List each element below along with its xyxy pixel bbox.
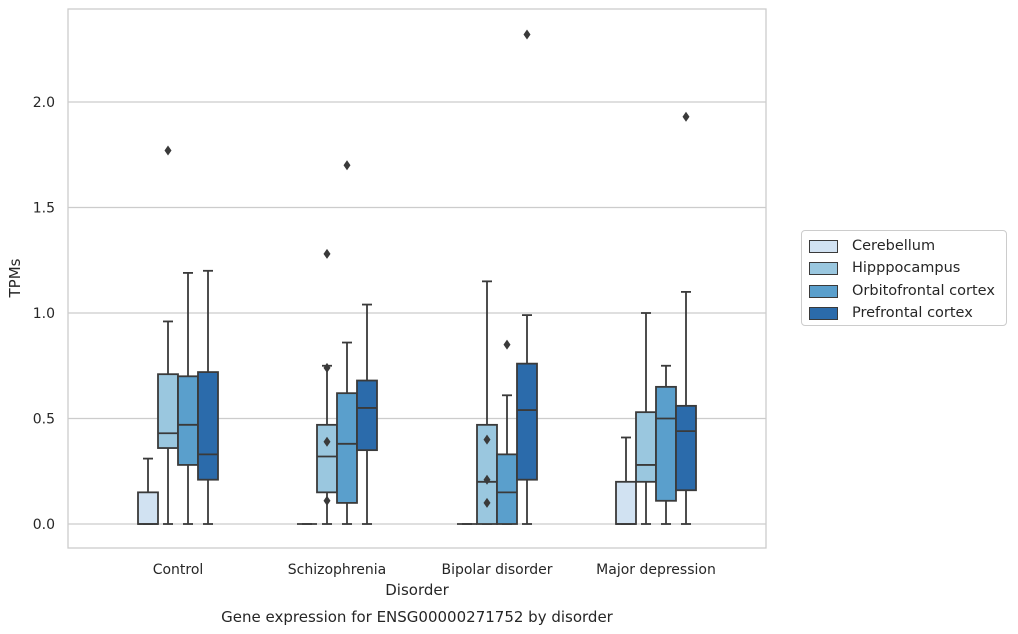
- x-tick-label: Bipolar disorder: [441, 562, 552, 578]
- box-group: [137, 457, 159, 525]
- box-group: [615, 436, 637, 525]
- box-iqr: [197, 371, 219, 481]
- box-group: [356, 303, 378, 525]
- y-tick-label: 0.5: [33, 412, 55, 428]
- box-group: [655, 364, 677, 525]
- x-tick-label: Control: [153, 562, 204, 578]
- box-iqr: [655, 385, 677, 502]
- box-group: [336, 160, 358, 525]
- box-group: [675, 111, 697, 525]
- legend-label: Hipppocampus: [852, 260, 961, 276]
- box-layer: [137, 29, 697, 525]
- outlier-point: [164, 145, 172, 156]
- box-group: [177, 272, 199, 525]
- box-iqr: [157, 373, 179, 449]
- legend-label: Prefrontal cortex: [852, 305, 973, 321]
- box-group: [635, 312, 657, 525]
- box-iqr: [675, 404, 697, 492]
- box-iqr: [316, 423, 338, 494]
- x-axis-label: Disorder: [385, 581, 449, 599]
- box-iqr: [516, 362, 538, 481]
- box-group: [197, 269, 219, 525]
- legend-item-prefrontal-cortex: Prefrontal cortex: [809, 303, 973, 323]
- outlier-point: [323, 436, 331, 447]
- box-iqr: [496, 453, 518, 525]
- box-group: [516, 29, 538, 525]
- outlier-point: [682, 111, 690, 122]
- box-group: [316, 248, 338, 525]
- box-iqr: [635, 411, 657, 483]
- box-group: [476, 280, 498, 525]
- legend-item-orbitofrontal-cortex: Orbitofrontal cortex: [809, 281, 995, 301]
- legend-swatch-cerebellum: [809, 239, 838, 253]
- box-iqr: [137, 491, 159, 525]
- y-axis-label: TPMs: [6, 258, 24, 298]
- x-tick-label: Schizophrenia: [288, 562, 386, 578]
- x-tick-label: Major depression: [596, 562, 716, 578]
- legend: Cerebellum Hipppocampus Orbitofrontal co…: [801, 230, 1007, 326]
- box-iqr: [336, 392, 358, 504]
- plot-frame: [67, 8, 767, 549]
- outlier-point: [483, 474, 491, 485]
- box-iqr: [356, 379, 378, 452]
- outlier-point: [503, 339, 511, 350]
- y-tick-label: 2.0: [33, 95, 55, 111]
- y-tick-label: 1.0: [33, 306, 55, 322]
- outlier-point: [483, 434, 491, 445]
- legend-swatch-prefrontal-cortex: [809, 306, 838, 320]
- outlier-point: [323, 362, 331, 373]
- outlier-point: [523, 29, 531, 40]
- x-tick-labels: Control Schizophrenia Bipolar disorder Majo…: [153, 562, 716, 578]
- legend-label: Cerebellum: [852, 238, 936, 254]
- outlier-point: [323, 248, 331, 259]
- legend-swatch-hippocampus: [809, 261, 838, 275]
- chart-caption: Gene expression for ENSG00000271752 by d…: [221, 608, 614, 626]
- legend-label: Orbitofrontal cortex: [852, 283, 995, 299]
- outlier-point: [343, 160, 351, 171]
- box-iqr: [615, 480, 637, 525]
- y-tick-label: 0.0: [33, 517, 55, 533]
- y-tick-label: 1.5: [33, 201, 55, 217]
- outlier-point: [483, 497, 491, 508]
- box-group: [157, 145, 179, 525]
- legend-item-hippocampus: Hipppocampus: [809, 258, 960, 278]
- box-iqr: [177, 375, 199, 466]
- legend-swatch-orbitofrontal-cortex: [809, 284, 838, 298]
- y-tick-labels: 0.0 0.5 1.0 1.5 2.0: [33, 95, 55, 533]
- box-group: [496, 339, 518, 525]
- legend-item-cerebellum: Cerebellum: [809, 236, 935, 256]
- outlier-point: [323, 495, 331, 506]
